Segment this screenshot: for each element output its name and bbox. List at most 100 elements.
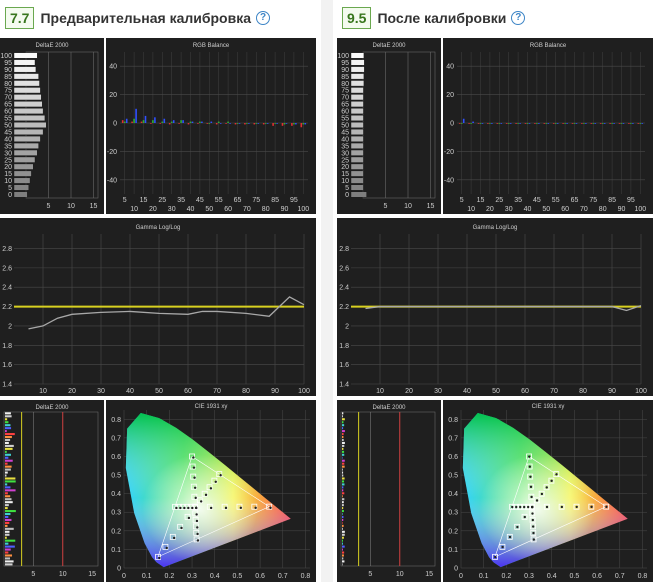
x-tick-label: 15 [88, 571, 96, 578]
cie-measured-point [531, 518, 535, 522]
x-tick-label: 80 [242, 388, 250, 395]
rgb-bar-blue [632, 123, 634, 124]
deltae-bar [13, 142, 39, 149]
cie-target-marker [193, 523, 199, 530]
y-tick-label: 80 [4, 81, 12, 88]
rgb-bar-green [498, 123, 501, 124]
rgb-bar-green [526, 123, 529, 124]
rgb-bar-green [283, 123, 286, 125]
help-icon[interactable]: ? [256, 11, 271, 25]
y-tick-label: 80 [341, 81, 349, 88]
section-title: После калибровки [377, 10, 507, 26]
rgb-bar-red [590, 123, 593, 124]
x-tick-label: 90 [271, 388, 279, 395]
deltae-bar [350, 177, 364, 184]
cie-target-marker [528, 493, 535, 500]
y-tick-label: 0.6 [448, 454, 458, 461]
help-icon[interactable]: ? [511, 11, 526, 25]
rgb-bar-red [291, 123, 293, 126]
deltae-color-bar [5, 450, 7, 453]
deltae-color-bar [5, 415, 12, 418]
deltae-color-bar [5, 510, 16, 513]
cie-target-marker [196, 497, 203, 504]
x-tick-label: 0.8 [638, 573, 648, 580]
plot-frame [3, 411, 99, 567]
cie-measured-point [519, 505, 522, 509]
cie-measured-point [179, 506, 182, 510]
x-tick-label: 100 [634, 206, 646, 213]
cie-measured-point [175, 506, 178, 510]
deltae-color-chart: DeltaE 2000 5 10 15 [337, 400, 441, 582]
deltae-color-bar [5, 563, 13, 566]
deltae-color-bar [342, 483, 345, 486]
cie-measured-point [219, 474, 222, 477]
deltae-color-bar [342, 536, 344, 539]
y-tick-label: 0.8 [448, 417, 458, 424]
rgb-bar-green [470, 123, 472, 124]
x-tick-label: 60 [224, 206, 232, 213]
deltae-color-bar [342, 554, 344, 557]
cie-target-marker [169, 533, 176, 540]
rgb-bar-red [496, 123, 499, 124]
deltae-color-bar [342, 542, 343, 545]
deltae-bar [13, 94, 42, 101]
cie-target-marker [526, 453, 532, 460]
gamma-chart: Gamma Log/Log 2.8 2.6 2.4 2.2 2 1.8 1.6 1.4 10 20 3… [337, 218, 653, 396]
deltae-bar [13, 115, 46, 122]
deltae-color-bar [342, 512, 343, 516]
deltae-color-bar [342, 539, 343, 542]
deltae-color-bar [342, 424, 345, 427]
y-tick-label: 40 [109, 64, 117, 71]
y-tick-label: 25 [341, 157, 349, 164]
y-tick-label: 95 [4, 60, 12, 67]
cie-measured-point [515, 505, 518, 509]
x-tick-label: 10 [39, 388, 47, 395]
cie-measured-point [269, 506, 272, 509]
y-tick-label: 0.7 [111, 435, 121, 442]
cie-target-marker [521, 513, 528, 520]
rgb-bar-green [592, 123, 595, 124]
deltae-color-bar [342, 504, 344, 507]
cie-measured-point [522, 505, 526, 509]
deltae-color-bar [5, 486, 11, 489]
rgb-bar-green [170, 121, 173, 123]
y-tick-label: 25 [4, 157, 12, 164]
rgb-bar-red [515, 123, 517, 124]
x-tick-label: 65 [571, 197, 579, 204]
score-badge: 7.7 [5, 7, 35, 29]
rgb-bar-red [131, 121, 133, 123]
gamma-chart: Gamma Log/Log 2.8 2.6 2.4 2.2 2 1.8 1.6 1.4 10 20 3… [0, 218, 316, 396]
cie-target-marker [527, 473, 534, 480]
y-tick-label: 0 [450, 121, 454, 128]
cie-measured-point [172, 536, 176, 540]
x-tick-label: 0.2 [501, 573, 511, 580]
deltae-color-bar [5, 536, 7, 539]
x-tick-label: 20 [405, 388, 413, 395]
y-tick-label: 40 [4, 136, 12, 143]
y-tick-label: 100 [337, 53, 349, 60]
y-tick-label: 45 [4, 129, 12, 136]
deltae-color-bar [5, 480, 16, 483]
x-tick-label: 15 [477, 197, 485, 204]
cie-target-marker [221, 503, 228, 510]
y-tick-label: 0.4 [111, 491, 121, 498]
rgb-bar-blue [295, 123, 297, 125]
y-tick-label: 1.4 [339, 382, 349, 389]
rgb-bar-red [234, 123, 237, 125]
rgb-bar-green [573, 123, 576, 124]
x-tick-label: 75 [589, 197, 597, 204]
deltae-color-bar [342, 456, 343, 459]
cie-measured-point [508, 535, 512, 539]
y-tick-label: 1.4 [2, 382, 12, 389]
rgb-bar-red [300, 123, 303, 128]
deltae-bar [350, 149, 364, 156]
rgb-bar-green [639, 123, 642, 124]
cie-target-marker [514, 523, 521, 530]
deltae-color-bar [5, 465, 12, 468]
y-tick-label: 2.2 [2, 304, 12, 311]
deltae-color-bar [342, 471, 344, 474]
y-tick-label: 2 [8, 323, 12, 330]
x-tick-label: 5 [31, 571, 35, 578]
y-tick-label: 50 [341, 123, 349, 130]
deltae-color-bar [342, 527, 343, 530]
